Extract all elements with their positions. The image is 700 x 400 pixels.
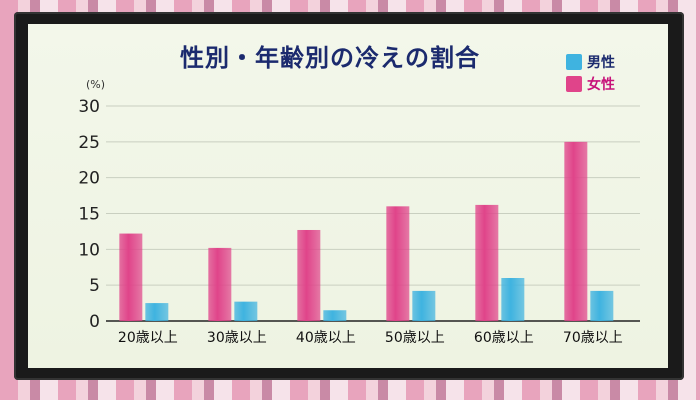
legend-label-male: 男性 (587, 55, 615, 71)
bar-male-3 (412, 290, 436, 321)
y-tick-label-10: 10 (78, 240, 100, 260)
y-tick-label-30: 30 (78, 97, 100, 117)
y-tick-label-15: 15 (78, 205, 100, 225)
bar-male-1 (234, 301, 258, 321)
x-category-label-2: 40歳以上 (296, 330, 356, 346)
legend-item-male: 男性 (566, 52, 615, 72)
legend-label-female: 女性 (587, 77, 615, 93)
y-tick-label-5: 5 (89, 276, 100, 296)
y-tick-label-0: 0 (89, 312, 100, 332)
bar-male-0 (145, 303, 169, 321)
legend-swatch-female (566, 76, 582, 92)
y-tick-label-25: 25 (78, 133, 100, 153)
bar-male-5 (590, 290, 614, 321)
bar-male-4 (501, 278, 525, 321)
y-axis-unit-label: (%) (86, 78, 106, 91)
bar-female-1 (208, 247, 232, 321)
chart-title: 性別・年齢別の冷えの割合 (180, 44, 480, 72)
legend-swatch-male (566, 54, 582, 70)
x-category-label-5: 70歳以上 (563, 330, 623, 346)
bar-female-2 (297, 229, 321, 321)
bar-female-5 (564, 141, 588, 321)
bar-female-0 (119, 233, 143, 321)
bar-female-3 (386, 206, 410, 321)
x-category-label-0: 20歳以上 (118, 330, 178, 346)
x-category-label-1: 30歳以上 (207, 330, 267, 346)
x-category-label-4: 60歳以上 (474, 330, 534, 346)
bar-male-2 (323, 310, 347, 321)
bar-female-4 (475, 204, 499, 321)
legend-item-female: 女性 (566, 74, 615, 94)
x-category-label-3: 50歳以上 (385, 330, 445, 346)
y-tick-label-20: 20 (78, 169, 100, 189)
